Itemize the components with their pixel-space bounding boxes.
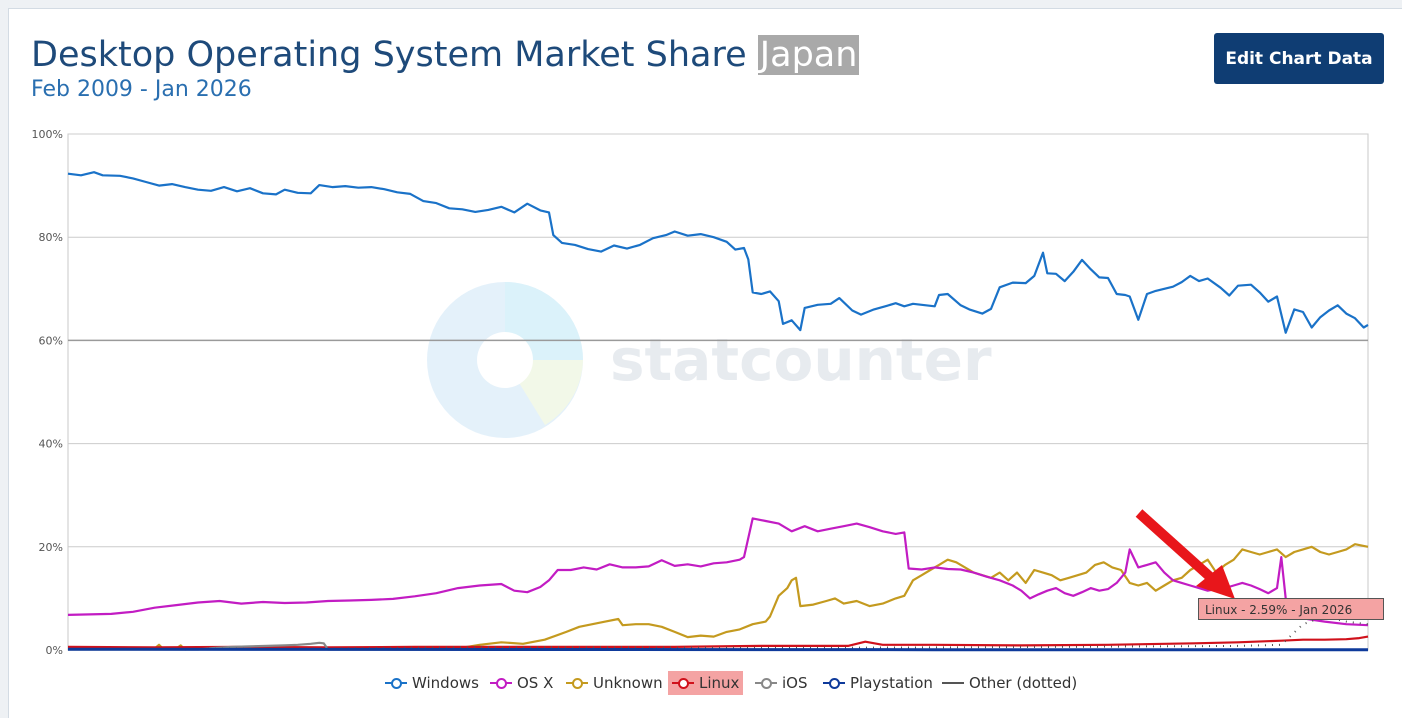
legend-label: Unknown bbox=[593, 674, 663, 692]
legend-item-windows[interactable]: Windows bbox=[385, 671, 479, 695]
chart-title-text: Desktop Operating System Market Share bbox=[31, 35, 747, 75]
legend-item-os-x[interactable]: OS X bbox=[490, 671, 553, 695]
legend-item-ios[interactable]: iOS bbox=[755, 671, 808, 695]
series-line-playstation[interactable] bbox=[67, 647, 1368, 652]
series-line-unknown[interactable] bbox=[68, 543, 1369, 651]
series-line-windows[interactable] bbox=[67, 171, 1369, 334]
y-axis-ticks: 0% 20% 40% 60% 80% 100% bbox=[32, 128, 63, 657]
y-tick-label: 60% bbox=[39, 334, 63, 347]
legend-label: Linux bbox=[699, 674, 740, 692]
legend-swatch bbox=[755, 671, 777, 695]
chart-card: Desktop Operating System Market Share Ja… bbox=[8, 8, 1402, 718]
annotation-arrow bbox=[1135, 509, 1235, 599]
legend-item-unknown[interactable]: Unknown bbox=[566, 671, 663, 695]
legend-item-playstation[interactable]: Playstation bbox=[823, 671, 933, 695]
legend-swatch bbox=[566, 671, 588, 695]
watermark-text: statcounter bbox=[610, 326, 992, 394]
chart-subtitle: Feb 2009 - Jan 2026 bbox=[31, 77, 252, 102]
series-line-linux[interactable] bbox=[67, 635, 1369, 649]
legend-swatch bbox=[490, 671, 512, 695]
legend-label: Playstation bbox=[850, 674, 933, 692]
legend-swatch bbox=[942, 671, 964, 695]
legend-item-linux[interactable]: Linux bbox=[668, 671, 744, 695]
chart-title: Desktop Operating System Market Share Ja… bbox=[31, 35, 860, 75]
legend-label: Windows bbox=[412, 674, 479, 692]
y-tick-label: 40% bbox=[39, 438, 63, 451]
y-tick-label: 80% bbox=[39, 231, 63, 244]
legend-item-other-dotted[interactable]: Other (dotted) bbox=[942, 671, 1077, 695]
region-highlight: Japan bbox=[757, 35, 860, 75]
y-tick-label: 100% bbox=[32, 128, 63, 141]
legend-label: iOS bbox=[782, 674, 808, 692]
legend-label: Other (dotted) bbox=[969, 674, 1078, 692]
series-lines bbox=[67, 171, 1369, 652]
y-tick-label: 0% bbox=[46, 644, 63, 657]
legend-label: OS X bbox=[517, 674, 554, 692]
tooltip: Linux - 2.59% - Jan 2026 bbox=[1198, 598, 1384, 620]
legend-swatch bbox=[672, 671, 694, 695]
series-line-os-x[interactable] bbox=[67, 517, 1369, 627]
y-tick-label: 20% bbox=[39, 541, 63, 554]
legend-swatch bbox=[823, 671, 845, 695]
edit-chart-data-button[interactable]: Edit Chart Data bbox=[1214, 33, 1384, 84]
legend-swatch bbox=[385, 671, 407, 695]
legend: Windows OS X Unknown Linux iOS Playstation Oth… bbox=[0, 671, 1402, 695]
